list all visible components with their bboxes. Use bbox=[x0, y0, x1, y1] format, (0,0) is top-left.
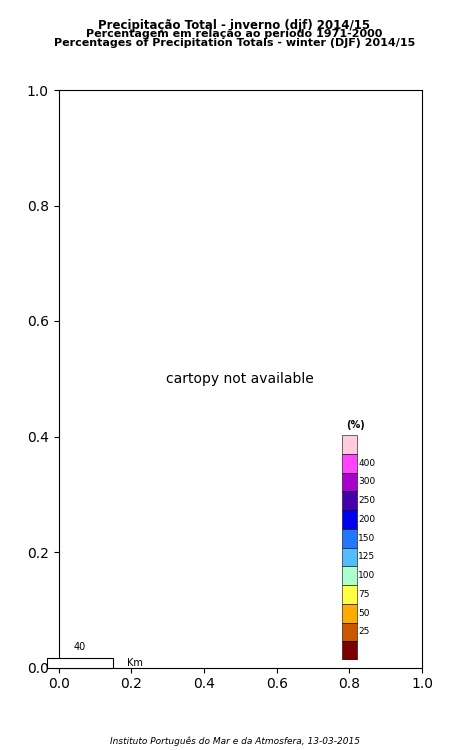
Text: cartopy not available: cartopy not available bbox=[166, 372, 314, 386]
Bar bbox=[342, 622, 356, 641]
Bar bbox=[342, 435, 356, 454]
Text: 25: 25 bbox=[358, 627, 370, 636]
Text: Precipitação Total - inverno (djf) 2014/15: Precipitação Total - inverno (djf) 2014/… bbox=[98, 19, 371, 32]
Bar bbox=[342, 604, 356, 622]
Bar bbox=[342, 548, 356, 566]
Text: Percentagem em relação ao período 1971-2000: Percentagem em relação ao período 1971-2… bbox=[86, 28, 383, 39]
Text: Km: Km bbox=[127, 658, 143, 668]
Bar bbox=[342, 529, 356, 548]
Text: 400: 400 bbox=[358, 458, 376, 468]
Bar bbox=[342, 454, 356, 472]
Text: Instituto Português do Mar e da Atmosfera, 13-03-2015: Instituto Português do Mar e da Atmosfer… bbox=[109, 736, 360, 746]
Bar bbox=[342, 510, 356, 529]
Bar bbox=[342, 491, 356, 510]
Text: (%): (%) bbox=[346, 421, 364, 430]
Text: 250: 250 bbox=[358, 496, 376, 506]
Bar bbox=[342, 472, 356, 491]
Bar bbox=[47, 658, 113, 668]
Text: 150: 150 bbox=[358, 534, 376, 543]
Text: 300: 300 bbox=[358, 478, 376, 487]
Text: Percentages of Precipitation Totals - winter (DJF) 2014/15: Percentages of Precipitation Totals - wi… bbox=[54, 38, 415, 48]
Bar bbox=[342, 585, 356, 604]
Bar bbox=[342, 641, 356, 660]
Text: 100: 100 bbox=[358, 572, 376, 580]
Text: 40: 40 bbox=[74, 643, 86, 652]
Text: 50: 50 bbox=[358, 609, 370, 618]
Text: 200: 200 bbox=[358, 514, 376, 523]
Bar bbox=[342, 566, 356, 585]
Text: 125: 125 bbox=[358, 552, 376, 561]
Text: 75: 75 bbox=[358, 590, 370, 598]
